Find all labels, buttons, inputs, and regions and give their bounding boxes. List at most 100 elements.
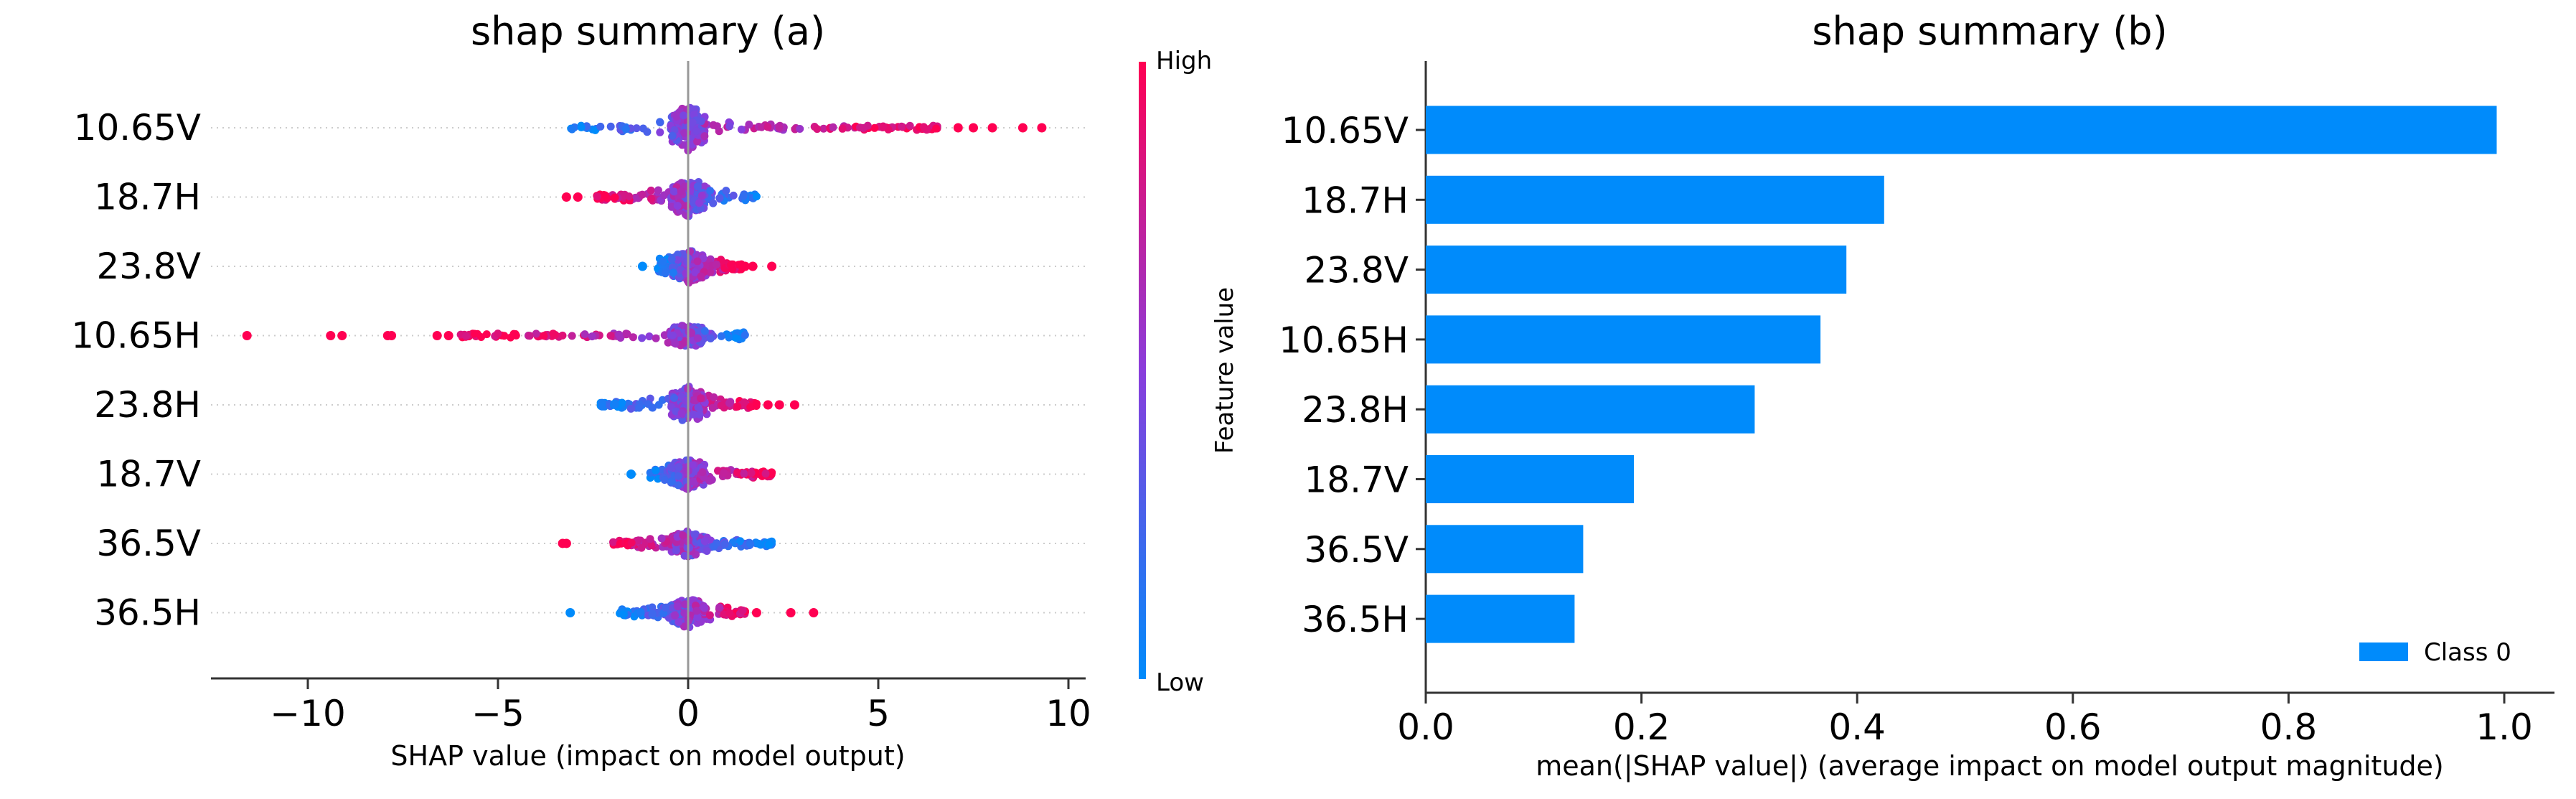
bar-series: 10.65V 18.7H 23.8V 10.65H 23.8H 18.7V 36.5V 36.…: [1279, 106, 2497, 643]
shap-point: [638, 190, 647, 199]
bar-row: 36.5V: [1304, 525, 1584, 574]
shap-point: [568, 332, 576, 340]
shap-point: [645, 332, 654, 341]
shap-point: [727, 261, 735, 269]
shap-point: [681, 600, 690, 609]
beeswarm-x-ticks: −10 −5 0 5 10: [270, 678, 1091, 734]
colorbar-low-label: Low: [1156, 668, 1204, 697]
legend-swatch: [2359, 643, 2408, 661]
shap-outlier-point: [573, 192, 583, 202]
shap-point: [660, 476, 669, 484]
colorbar: High Low Feature value: [1139, 47, 1239, 697]
shap-point: [598, 402, 606, 411]
shap-outlier-point: [637, 261, 647, 271]
shap-point: [660, 331, 669, 340]
x-tick-label: 0.2: [1613, 706, 1670, 748]
bar-row: 23.8H: [1302, 385, 1755, 434]
shap-point: [674, 618, 683, 626]
shap-outlier-point: [1037, 123, 1047, 133]
shap-point: [706, 187, 715, 195]
bar: [1426, 106, 2497, 154]
shap-outlier-point: [751, 608, 761, 617]
feature-label: 10.65V: [74, 107, 201, 149]
shap-point: [690, 531, 699, 539]
x-tick-label: 0: [677, 693, 700, 734]
bar: [1426, 594, 1575, 643]
shap-point: [870, 123, 879, 132]
shap-point: [695, 199, 703, 207]
shap-point: [767, 468, 776, 477]
shap-point: [601, 191, 609, 200]
shap-point: [622, 330, 631, 338]
shap-point: [674, 481, 682, 490]
bar-row: 10.65H: [1279, 315, 1821, 364]
shap-point: [679, 531, 687, 540]
bar-category-label: 10.65V: [1282, 110, 1409, 151]
shap-point: [919, 123, 928, 131]
shap-point: [697, 117, 705, 126]
shap-point: [717, 332, 725, 340]
shap-outlier-point: [789, 400, 799, 410]
bar-category-label: 18.7H: [1302, 179, 1409, 221]
shap-point: [632, 124, 641, 133]
shap-point: [654, 186, 662, 195]
shap-point: [606, 332, 615, 340]
feature-row: 23.8V: [96, 246, 1086, 287]
shap-point: [709, 121, 718, 129]
shap-point: [680, 551, 689, 560]
shap-point: [706, 268, 715, 276]
shap-point: [654, 401, 663, 409]
beeswarm-rows: 10.65V 18.7H 23.8V 10.65H 23.8H 18.7V 36.5V 36.…: [71, 103, 1086, 634]
shap-outlier-point: [565, 608, 575, 617]
bar-category-label: 10.65H: [1279, 319, 1409, 361]
shap-point: [667, 463, 675, 472]
shap-point: [695, 410, 704, 419]
shap-point: [739, 192, 748, 200]
shap-point: [643, 128, 652, 136]
shap-point: [680, 111, 688, 120]
legend: Class 0: [2359, 638, 2511, 667]
shap-outlier-point: [748, 261, 758, 271]
feature-label: 23.8H: [94, 384, 201, 426]
bar-title: shap summary (b): [1812, 9, 2167, 54]
shap-point: [693, 257, 702, 266]
shap-point: [667, 255, 676, 263]
shap-point: [659, 257, 667, 266]
shap-point: [741, 331, 749, 340]
shap-point: [906, 121, 914, 130]
bar-category-label: 23.8V: [1304, 250, 1409, 291]
shap-point: [588, 332, 596, 341]
bar-category-label: 36.5V: [1304, 529, 1409, 571]
shap-point: [462, 332, 471, 340]
shap-point: [680, 129, 689, 137]
shap-point: [525, 332, 534, 340]
shap-point: [720, 469, 728, 477]
colorbar-high-label: High: [1156, 47, 1212, 75]
shap-outlier-point: [1017, 123, 1028, 133]
shap-point: [763, 123, 772, 131]
shap-outlier-point: [987, 123, 997, 133]
shap-point: [761, 469, 770, 478]
shap-point: [593, 192, 601, 201]
shap-point: [558, 331, 567, 340]
bar: [1426, 175, 1884, 224]
shap-point: [635, 403, 644, 412]
shap-point: [669, 268, 677, 277]
shap-point: [729, 191, 738, 200]
shap-point: [500, 332, 509, 340]
bar-row: 36.5H: [1302, 594, 1575, 643]
shap-point: [725, 609, 734, 617]
shap-point: [745, 121, 753, 129]
shap-point: [705, 477, 714, 485]
shap-point: [680, 609, 689, 617]
shap-point: [690, 410, 698, 419]
shap-point: [667, 477, 676, 485]
shap-point: [694, 403, 702, 411]
shap-outlier-point: [561, 192, 571, 202]
shap-point: [636, 608, 645, 616]
shap-point: [710, 393, 718, 401]
shap-point: [796, 125, 804, 133]
shap-point: [687, 329, 696, 337]
shap-point: [732, 334, 741, 342]
